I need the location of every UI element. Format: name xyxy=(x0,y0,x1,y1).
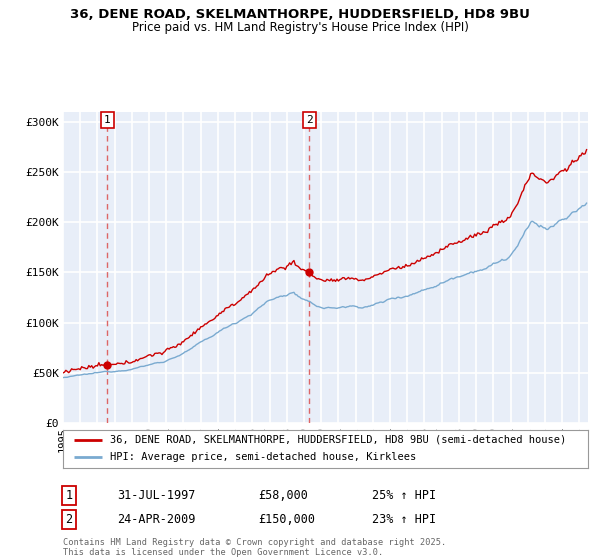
Text: 2: 2 xyxy=(65,513,73,526)
Text: 36, DENE ROAD, SKELMANTHORPE, HUDDERSFIELD, HD8 9BU: 36, DENE ROAD, SKELMANTHORPE, HUDDERSFIE… xyxy=(70,8,530,21)
Text: 36, DENE ROAD, SKELMANTHORPE, HUDDERSFIELD, HD8 9BU (semi-detached house): 36, DENE ROAD, SKELMANTHORPE, HUDDERSFIE… xyxy=(110,435,566,445)
Text: 1: 1 xyxy=(104,115,111,125)
Text: 1: 1 xyxy=(65,489,73,502)
Text: 24-APR-2009: 24-APR-2009 xyxy=(117,513,196,526)
Text: 25% ↑ HPI: 25% ↑ HPI xyxy=(372,489,436,502)
Text: £58,000: £58,000 xyxy=(258,489,308,502)
Text: Price paid vs. HM Land Registry's House Price Index (HPI): Price paid vs. HM Land Registry's House … xyxy=(131,21,469,34)
Text: 31-JUL-1997: 31-JUL-1997 xyxy=(117,489,196,502)
Text: £150,000: £150,000 xyxy=(258,513,315,526)
Text: Contains HM Land Registry data © Crown copyright and database right 2025.
This d: Contains HM Land Registry data © Crown c… xyxy=(63,538,446,557)
Text: HPI: Average price, semi-detached house, Kirklees: HPI: Average price, semi-detached house,… xyxy=(110,452,416,463)
Text: 2: 2 xyxy=(306,115,313,125)
Text: 23% ↑ HPI: 23% ↑ HPI xyxy=(372,513,436,526)
